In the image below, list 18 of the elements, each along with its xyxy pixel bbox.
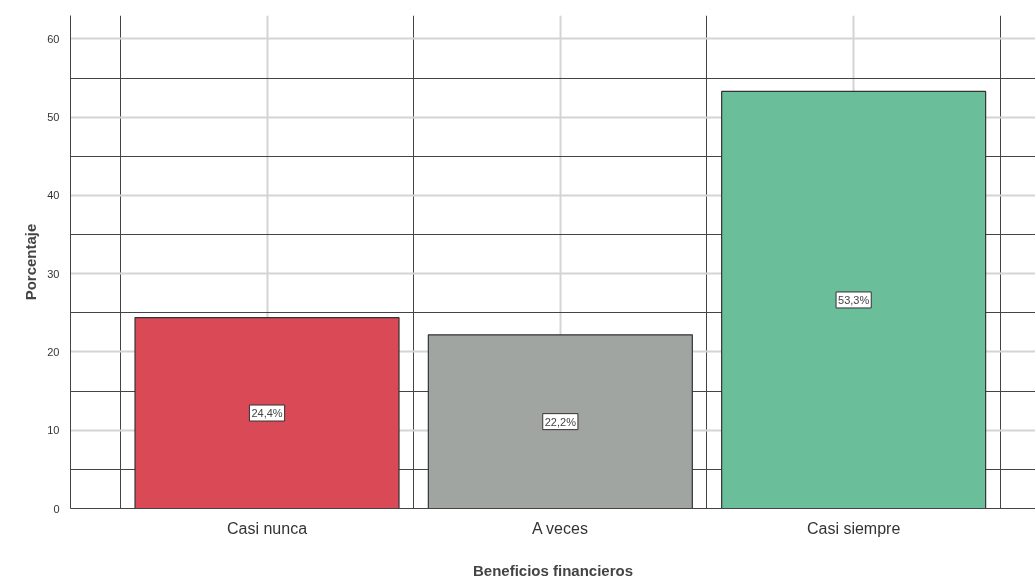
y-tick-label: 40 xyxy=(47,189,60,202)
y-tick-label: 30 xyxy=(47,267,60,280)
x-tick-label: Casi nunca xyxy=(227,519,308,537)
y-tick-label: 0 xyxy=(53,502,60,515)
x-tick-label: A veces xyxy=(531,519,588,537)
data-label: 22,2% xyxy=(544,415,577,428)
y-tick-label: 20 xyxy=(47,345,60,358)
y-tick-label: 10 xyxy=(47,424,60,437)
x-axis-title: Beneficios financieros xyxy=(472,561,634,579)
y-axis-title: Porcentaje xyxy=(22,223,40,301)
data-label: 53,3% xyxy=(838,293,870,306)
bar xyxy=(721,90,987,509)
y-tick-label: 60 xyxy=(47,32,60,45)
x-tick-label: Casi siempre xyxy=(806,519,901,537)
bar xyxy=(134,316,400,509)
data-label: 24,4% xyxy=(251,407,283,420)
y-tick-label: 50 xyxy=(47,111,60,124)
bar xyxy=(427,334,693,509)
